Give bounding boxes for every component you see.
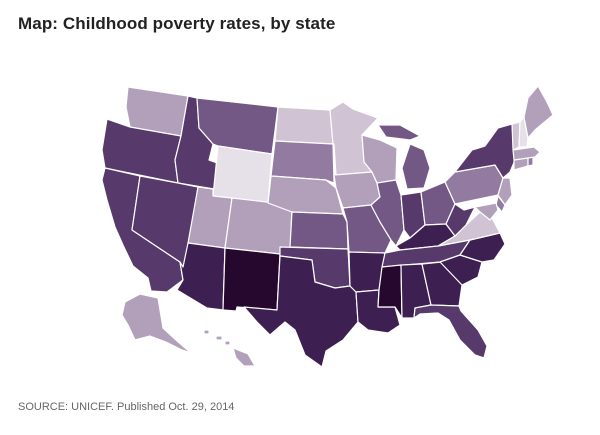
- state-tx[interactable]: [243, 255, 359, 368]
- state-nj[interactable]: [497, 177, 513, 206]
- state-nd[interactable]: [274, 106, 334, 145]
- state-ak[interactable]: [121, 293, 192, 354]
- state-me[interactable]: [523, 85, 554, 139]
- source-note: SOURCE: UNICEF. Published Oct. 29, 2014: [18, 401, 235, 413]
- state-sc[interactable]: [439, 254, 483, 286]
- state-md[interactable]: [474, 202, 499, 221]
- state-il[interactable]: [370, 179, 405, 247]
- state-nm[interactable]: [222, 247, 281, 312]
- map-title: Map: Childhood poverty rates, by state: [18, 14, 336, 33]
- state-mi[interactable]: [377, 124, 431, 190]
- state-nh[interactable]: [518, 116, 529, 148]
- state-pa[interactable]: [444, 164, 504, 205]
- state-sd[interactable]: [270, 140, 335, 184]
- state-ma[interactable]: [512, 146, 541, 161]
- us-choropleth-map: [0, 60, 600, 390]
- state-de[interactable]: [495, 195, 506, 213]
- state-wy[interactable]: [212, 145, 273, 204]
- state-ga[interactable]: [421, 261, 463, 307]
- state-fl[interactable]: [413, 304, 488, 359]
- state-hi[interactable]: [203, 329, 256, 367]
- state-ks[interactable]: [289, 211, 349, 250]
